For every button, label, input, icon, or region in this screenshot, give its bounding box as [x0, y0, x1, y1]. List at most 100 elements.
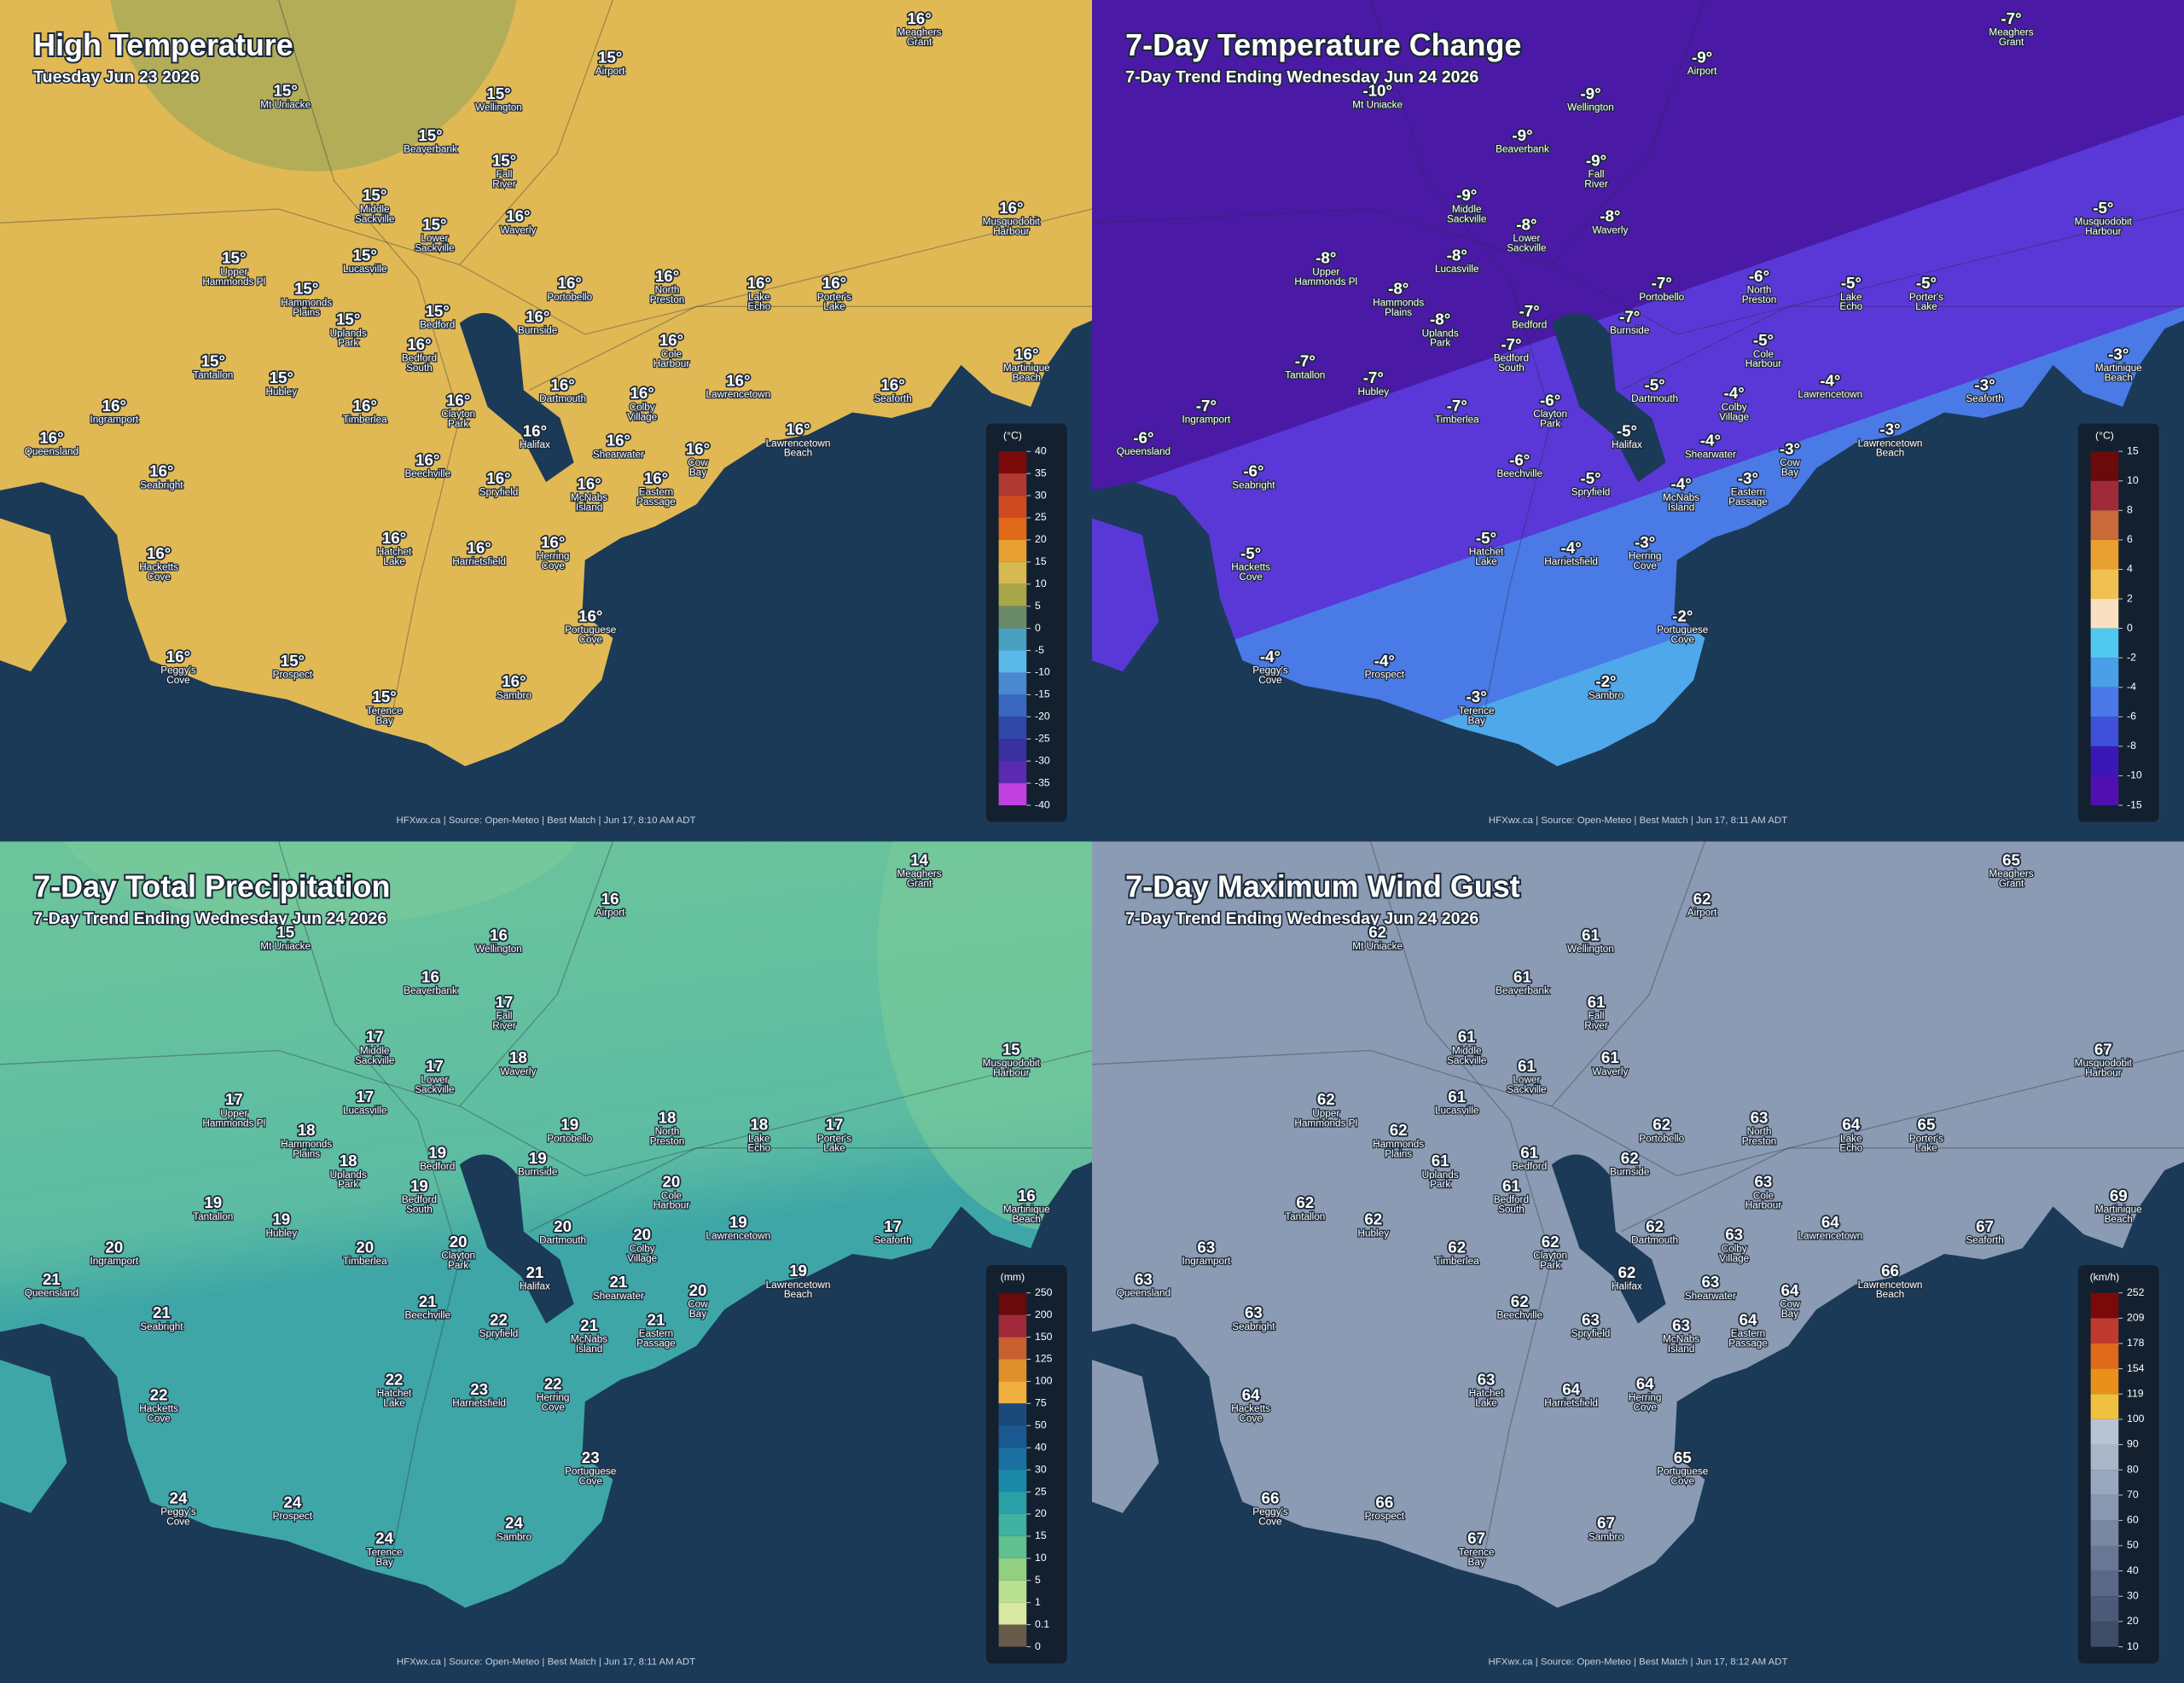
place-name: River	[492, 179, 516, 190]
legend-swatch	[2090, 717, 2119, 746]
place-value: 20	[633, 1226, 651, 1244]
place-name: Upper	[220, 1108, 247, 1119]
place-value: 64	[1781, 1281, 1799, 1299]
road	[1551, 0, 1705, 265]
place-name: Plains	[293, 1148, 320, 1159]
legend-tick-label: 5	[1035, 600, 1041, 612]
place-name: Hammonds	[281, 1139, 332, 1150]
legend-tick-label: 100	[1035, 1375, 1053, 1387]
legend-tick-label: 25	[1035, 1485, 1047, 1497]
place-name: Seabright	[1232, 1321, 1275, 1332]
place-name: Seaforth	[1966, 1235, 2003, 1246]
land-overlay	[107, 0, 520, 171]
place-value: 20	[554, 1217, 572, 1235]
legend-swatch	[998, 739, 1027, 762]
place-value: 16°	[506, 207, 530, 225]
place-value: 15°	[492, 151, 516, 169]
place-name: Preston	[650, 294, 684, 305]
place-value: 15°	[281, 652, 305, 670]
place-name: Park	[338, 338, 358, 349]
place-value: 66	[1881, 1262, 1899, 1280]
place-value: 17	[225, 1090, 243, 1108]
place-value: 63	[1701, 1273, 1719, 1291]
place-name: Beach	[1876, 448, 1904, 459]
legend-tick-label: 10	[2127, 1640, 2139, 1652]
place-name: Sambro	[1589, 1531, 1624, 1542]
legend-tick-label: 5	[1035, 1574, 1041, 1586]
place-value: -7°	[1295, 352, 1316, 370]
legend-tick-label: 40	[2127, 1564, 2139, 1576]
place-name: Mt Uniacke	[260, 941, 311, 952]
legend-tick-label: 15	[2127, 444, 2139, 456]
place-value: 19	[272, 1210, 290, 1228]
legend-swatch	[2090, 480, 2119, 511]
place-name: Beach	[2105, 1214, 2133, 1225]
place-value: -4°	[1561, 538, 1582, 556]
place-name: Eastern	[639, 486, 673, 497]
place-value: 21	[648, 1310, 665, 1328]
place-value: 15°	[422, 216, 446, 234]
place-value: 16°	[102, 397, 126, 415]
cool-zone	[107, 0, 520, 171]
place-name: River	[1584, 179, 1608, 190]
place-name: Tantallon	[1285, 1211, 1325, 1222]
place-value: -2°	[1672, 606, 1693, 624]
place-value: -4°	[1260, 647, 1281, 665]
place-name: Meaghers	[1989, 868, 2033, 879]
place-name: Beach	[784, 448, 812, 459]
place-value: 16°	[407, 335, 431, 353]
place-name: Porter's	[817, 1133, 851, 1144]
place-name: Sackville	[355, 213, 395, 224]
legend-swatch	[998, 1513, 1027, 1536]
place-value: 19	[410, 1177, 428, 1195]
place-value: 15°	[353, 246, 377, 264]
place-name: Mt Uniacke	[1352, 941, 1403, 952]
place-name: Cove	[579, 1476, 603, 1487]
place-name: Harbour	[1745, 1200, 1782, 1211]
place-name: Lake	[1475, 556, 1497, 567]
harbour	[459, 1154, 574, 1324]
place-name: Burnside	[518, 1167, 558, 1178]
legend-swatch	[998, 1492, 1027, 1514]
place-value: 62	[1448, 1238, 1466, 1256]
place-value: 16°	[822, 274, 846, 292]
place-value: 67	[1597, 1514, 1615, 1532]
place-name: Lawrencetown	[1798, 1231, 1862, 1242]
place-name: Echo	[747, 1143, 770, 1154]
place-value: -4°	[1374, 652, 1395, 670]
place-name: Musquodobit	[2075, 217, 2133, 228]
place-name: Eastern	[639, 1328, 673, 1339]
place-value: -8°	[1447, 246, 1467, 264]
place-value: 16°	[686, 439, 710, 457]
place-value: 19	[561, 1116, 578, 1134]
place-value: 61	[1518, 1057, 1536, 1075]
place-name: Waverly	[1592, 224, 1628, 235]
legend-tick-label: -8	[2127, 740, 2136, 752]
place-name: Herring	[1629, 551, 1662, 562]
panel-subtitle: 7-Day Trend Ending Wednesday Jun 24 2026	[33, 909, 386, 928]
place-value: -7°	[1363, 369, 1384, 386]
place-name: Bay	[375, 1557, 392, 1568]
place-name: Hammonds	[1373, 1139, 1424, 1150]
place-name: Lake	[823, 1143, 845, 1154]
legend-tick-label: 125	[1035, 1353, 1053, 1365]
place-name: Meaghers	[897, 868, 941, 879]
place-name: Uplands	[1422, 1169, 1459, 1181]
legend-unit: (°C)	[2095, 429, 2114, 441]
legend-swatch	[998, 1448, 1027, 1471]
place-value: 14	[910, 850, 928, 868]
legend-tick-label: 15	[1035, 555, 1047, 567]
legend-tick-label: 6	[2127, 533, 2133, 545]
place-name: Timberlea	[1435, 1256, 1479, 1267]
place-value: 61	[1520, 1143, 1538, 1161]
panel-title: 7-Day Total Precipitation	[33, 869, 390, 904]
legend-swatch	[998, 561, 1027, 584]
panel-title: 7-Day Maximum Wind Gust	[1125, 869, 1519, 904]
place-value: 62	[1618, 1263, 1636, 1281]
place-name: Cove	[1239, 572, 1263, 583]
legend-swatch	[998, 717, 1027, 740]
place-name: North	[1747, 285, 1772, 296]
place-value: -3°	[1635, 533, 1655, 551]
place-name: Cove	[147, 1413, 171, 1425]
place-name: McNabs	[571, 492, 607, 503]
